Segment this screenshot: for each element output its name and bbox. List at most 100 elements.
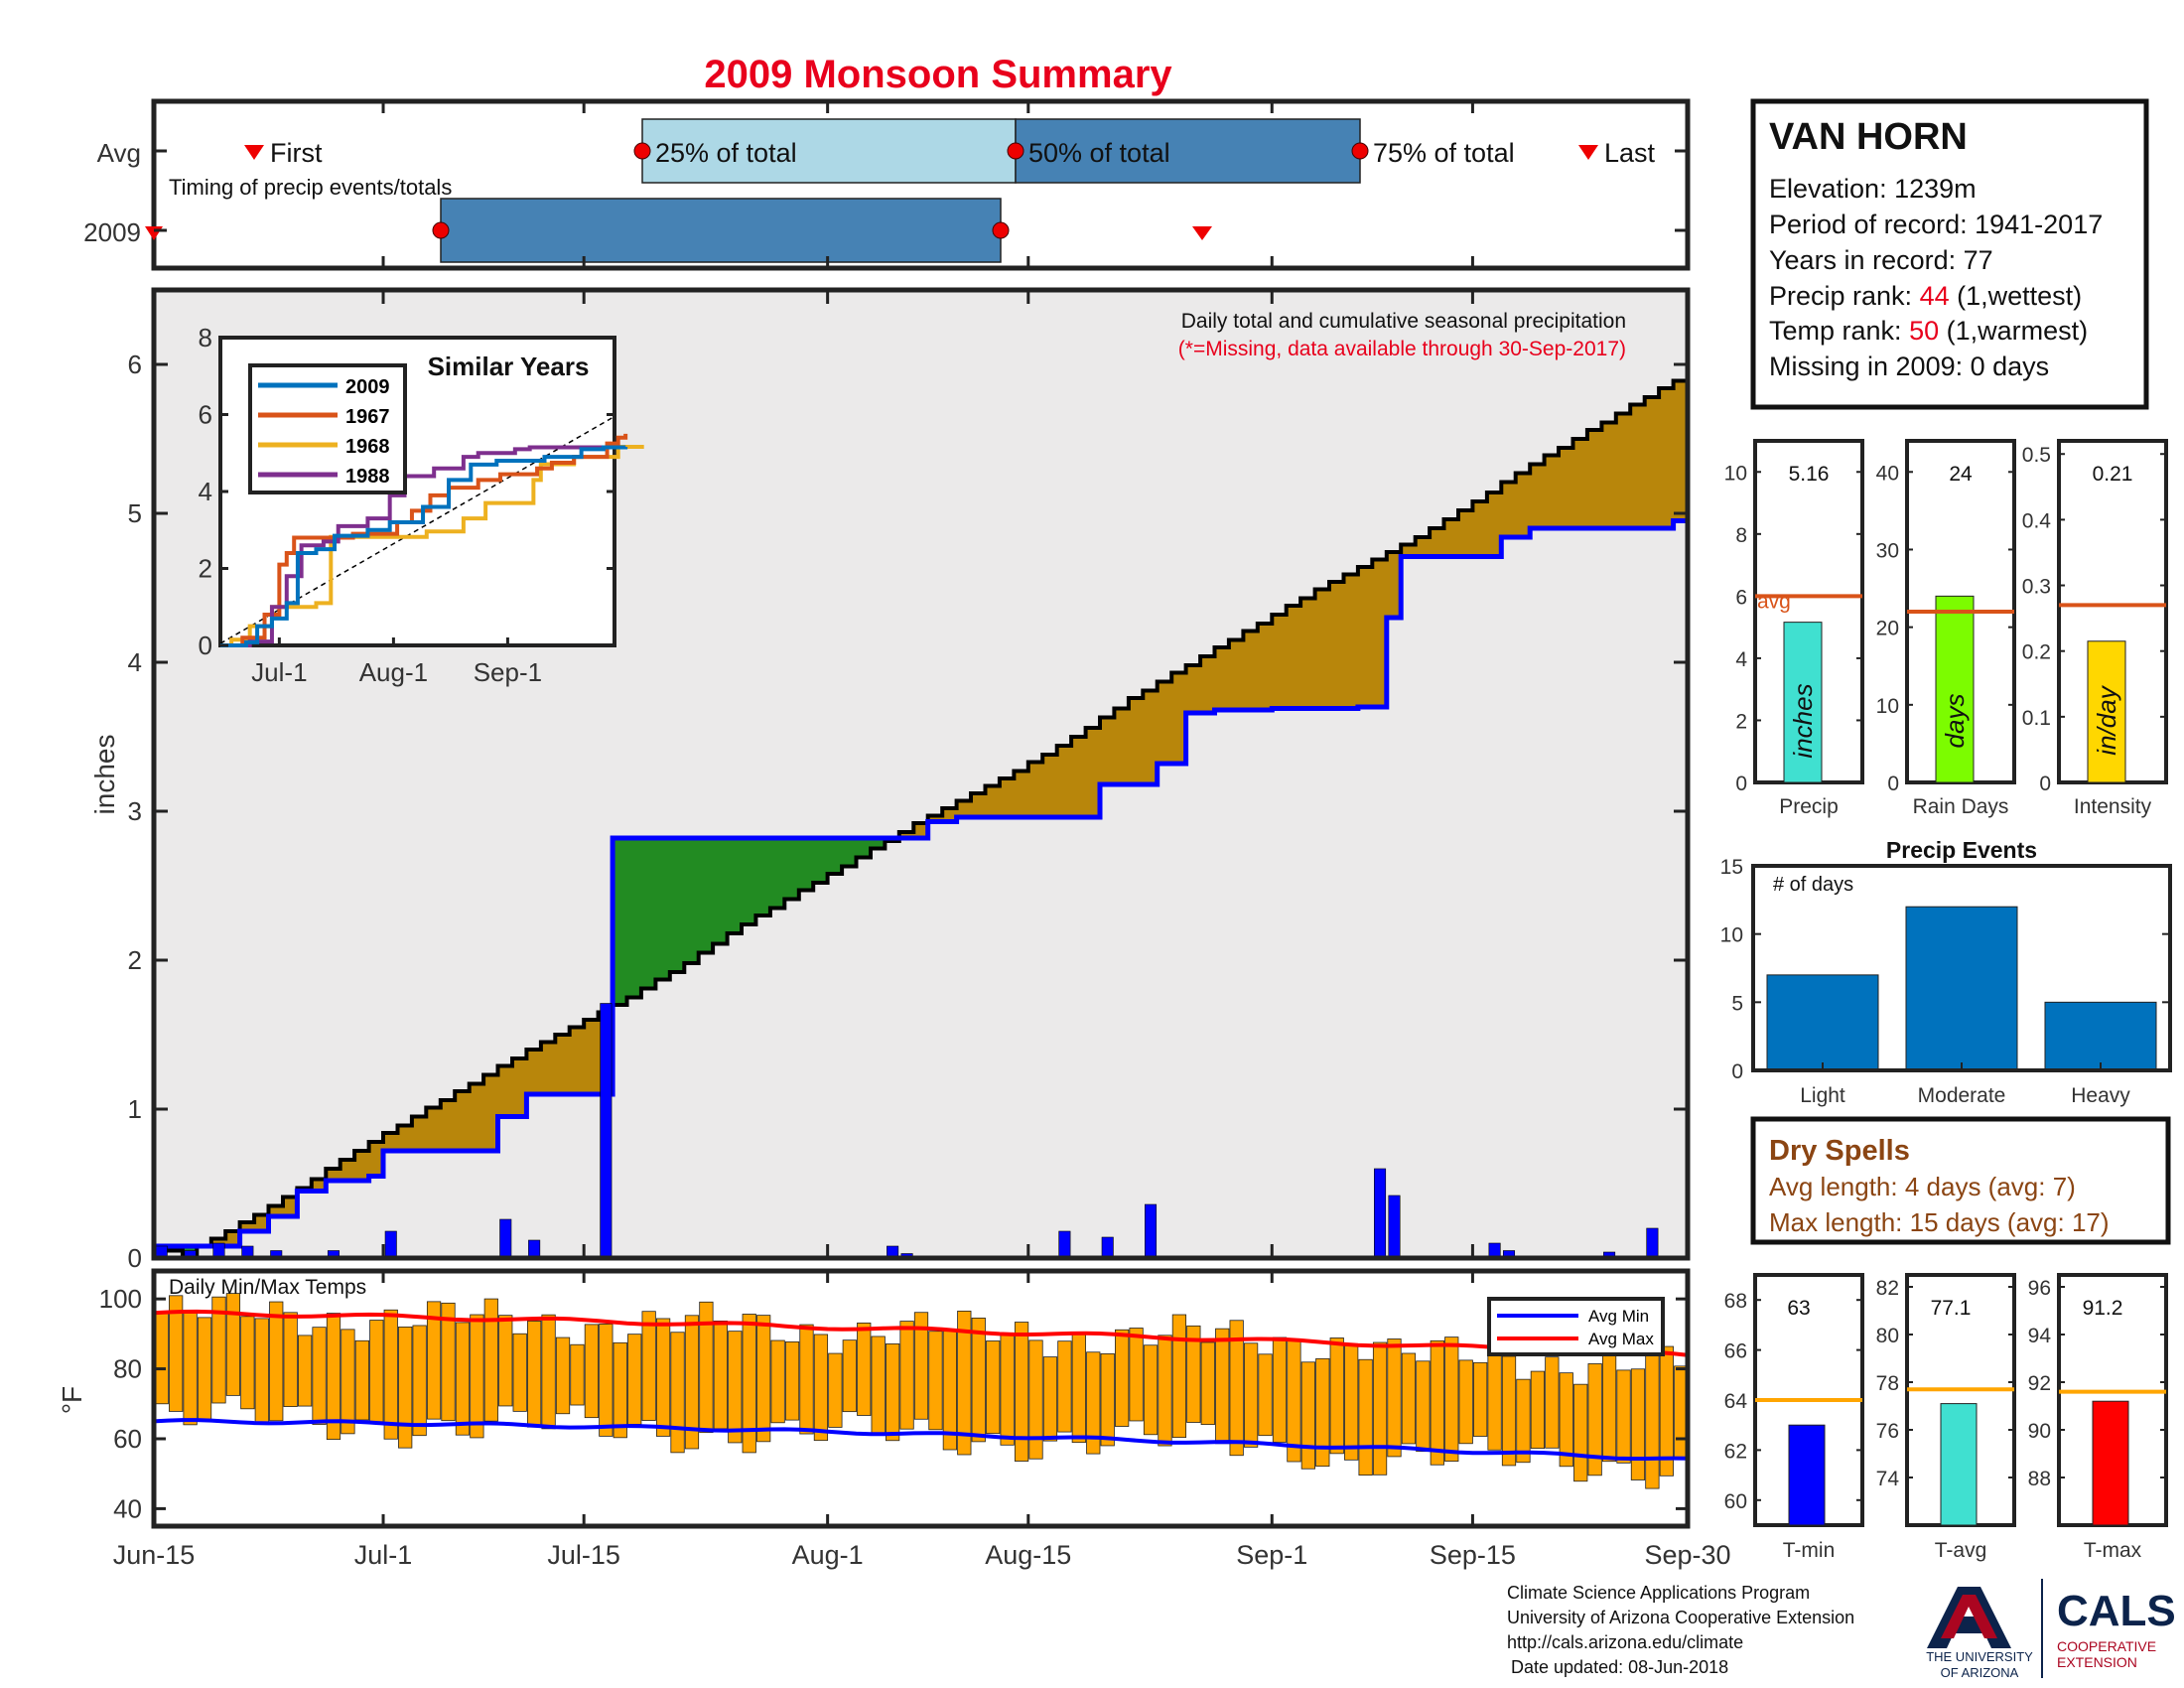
main-y-tick-label: 0 (128, 1243, 142, 1273)
events-category-label: Moderate (1918, 1084, 2006, 1107)
daily-temp-bar (1587, 1363, 1602, 1477)
temp-summary-y-tick: 88 (2028, 1468, 2051, 1490)
temp-summary-value-text: 91.2 (2083, 1297, 2123, 1320)
daily-temp-bar (1229, 1320, 1244, 1457)
daily-precip-bar (1374, 1168, 1387, 1259)
summary-label: Precip (1779, 795, 1839, 818)
daily-temp-bar (441, 1302, 456, 1422)
daily-temp-bar (1200, 1341, 1215, 1426)
events-y-tick: 0 (1731, 1060, 1743, 1083)
temp-summary-y-tick: 82 (1876, 1277, 1899, 1300)
temp-summary-t-min: 60 62 64 66 68 63 T-min (1724, 1273, 1864, 1562)
daily-temp-bar (570, 1343, 585, 1406)
daily-temp-bar (326, 1313, 341, 1440)
daily-temp-bar (1516, 1378, 1531, 1464)
daily-temp-bar (1000, 1335, 1015, 1446)
figure-title: 2009 Monsoon Summary (704, 53, 1172, 96)
temp-summary-y-tick: 66 (1724, 1340, 1747, 1363)
station-missing: Missing in 2009: 0 days (1769, 352, 2049, 381)
inset-legend-1967: 1967 (345, 406, 390, 428)
events-bars: 0 5 10 15 Light Moderate Heavy (1720, 856, 2170, 1107)
temps-axes: 40 60 80 100 Jun-15 Jul-1 Jul-15 Aug-1 Aug-15 Sep… (99, 1271, 1731, 1570)
summary-value-text: 5.16 (1789, 463, 1830, 486)
x-tick-label: Jul-1 (354, 1540, 413, 1570)
daily-temp-bar (1215, 1328, 1230, 1445)
avg-50-75-box (1015, 118, 1361, 184)
temps-y-label: °F (57, 1386, 87, 1414)
daily-temp-bar (1416, 1360, 1431, 1453)
daily-temp-bar (512, 1333, 527, 1412)
summary-unit-label: days (1940, 694, 1970, 749)
daily-temp-bar (1430, 1339, 1444, 1466)
daily-temp-bar (1115, 1329, 1130, 1427)
daily-precip-bar (384, 1230, 397, 1259)
daily-temp-bar (470, 1314, 484, 1439)
daily-temp-bar (1272, 1336, 1288, 1443)
avg-p75-marker (1351, 142, 1369, 160)
daily-precip-bar (528, 1239, 541, 1259)
daily-temp-bar (225, 1293, 241, 1396)
main-y-tick-label: 5 (128, 498, 142, 528)
x-tick-label: Sep-1 (1236, 1540, 1307, 1570)
daily-temp-bar (986, 1340, 1001, 1435)
daily-temp-bar (1243, 1342, 1259, 1448)
x-tick-label: Aug-15 (985, 1540, 1071, 1570)
summary-y-tick: 6 (1735, 586, 1747, 609)
x-tick-label: Sep-15 (1430, 1540, 1516, 1570)
events-title: Precip Events (1886, 837, 2037, 863)
station-elevation: Elevation: 1239m (1769, 174, 1977, 204)
avg-p25-label: 25% of total (655, 138, 797, 168)
summary-value-bar (2087, 640, 2126, 783)
daily-temp-bar (1530, 1370, 1546, 1450)
temp-summary-value-bar (1940, 1403, 1978, 1526)
inset-legend-2009: 2009 (345, 376, 390, 398)
daily-temp-bar (269, 1301, 284, 1422)
summary-y-tick: 8 (1735, 524, 1747, 547)
summary-y-tick: 0 (1735, 773, 1747, 795)
temp-summary-y-tick: 62 (1724, 1440, 1747, 1463)
station-temp-rank: Temp rank: 50 (1,warmest) (1769, 316, 2088, 346)
daily-temp-bar (1458, 1359, 1473, 1445)
events-bar (1766, 974, 1879, 1071)
similar-years-inset: 0 2 4 6 8 Jul-1 Aug-1 Sep-1 Similar Years 2009 … (199, 323, 644, 687)
daily-temp-bar (1372, 1341, 1388, 1476)
dry-avg: Avg length: 4 days (avg: 7) (1769, 1172, 2076, 1201)
events-bar (1905, 906, 2018, 1071)
daily-precip-bar (1145, 1203, 1158, 1259)
avg-first-label: First (270, 138, 323, 168)
year-cumulative-line (154, 518, 1688, 1249)
avg-p25-marker (633, 142, 651, 160)
daily-temp-bar (957, 1310, 972, 1456)
daily-temp-bar (1315, 1357, 1330, 1468)
temp-summary-bars: 60 62 64 66 68 63 T-min 74 76 78 80 82 77.1 T-avg 88 90… (1724, 1273, 2168, 1562)
events-y-tick: 15 (1720, 856, 1743, 879)
daily-temp-bar (699, 1301, 714, 1434)
daily-temp-bar (541, 1314, 556, 1430)
temp-summary-label: T-min (1783, 1539, 1836, 1562)
avg-p50-marker (1007, 142, 1024, 160)
daily-temp-bar (1300, 1361, 1315, 1470)
daily-temp-bar (1487, 1345, 1502, 1451)
summary-y-tick: 0 (2039, 773, 2051, 795)
x-tick-label: Jul-15 (547, 1540, 620, 1570)
daily-temp-bar (613, 1341, 627, 1439)
precip-events-panel: Precip Events 0 5 10 15 Light Moderate Heavy #… (1720, 837, 2172, 1107)
daily-temp-bar (928, 1331, 943, 1431)
daily-temp-bar (1501, 1355, 1517, 1467)
daily-temp-bar (627, 1334, 642, 1425)
daily-temp-bar (1100, 1352, 1115, 1447)
daily-temp-bar (483, 1298, 498, 1422)
station-years: Years in record: 77 (1769, 245, 1993, 275)
daily-precip-bar (1058, 1230, 1071, 1259)
daily-temp-bar (197, 1317, 212, 1422)
daily-temp-bar (1143, 1344, 1159, 1436)
daily-temp-bar (842, 1339, 857, 1413)
summary-avg-label: avg (1757, 590, 1791, 613)
summary-y-tick: 0.5 (2022, 444, 2051, 467)
events-y-tick: 5 (1731, 992, 1743, 1015)
daily-temp-bar (1444, 1336, 1459, 1463)
temp-summary-y-tick: 68 (1724, 1290, 1747, 1313)
main-y-label: inches (89, 735, 120, 815)
daily-temp-bar (641, 1311, 656, 1421)
